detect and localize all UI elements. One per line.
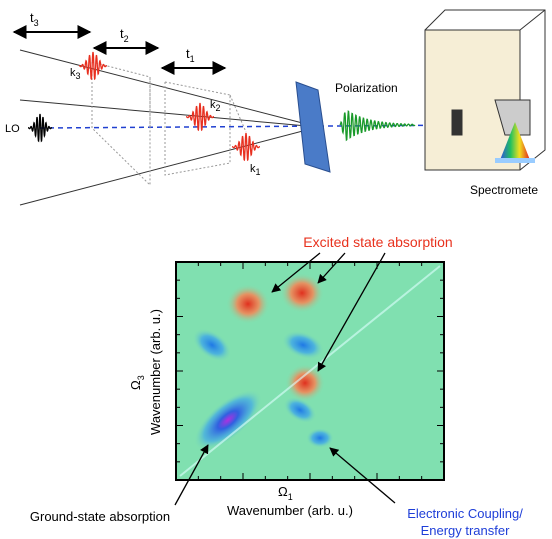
y-symbol: Ω3 [128,375,146,390]
figure: t3 t2 t1 k3 k2 k1 LO Polarization Spectr… [0,0,552,539]
spectrum [176,262,444,480]
beams [20,50,480,205]
x-label: Wavenumber (arb. u.) [227,503,353,518]
sample [296,82,330,172]
delay-label: t3 [30,10,39,28]
pulse [232,133,260,160]
ground-label: Ground-state absorption [30,509,170,524]
signal-label: Polarization [335,81,398,95]
coupling-label: Electronic Coupling/ [407,506,523,521]
pulse-label: k3 [70,67,81,81]
spectrometer [425,10,545,170]
coupling-label: Energy transfer [421,523,511,538]
delay-label: t1 [186,46,195,64]
excited-label: Excited state absorption [303,234,452,250]
lo-label: LO [5,123,20,135]
delay-label: t2 [120,26,129,44]
pulse-label: k1 [250,163,261,177]
signal-wave [340,111,415,140]
detector-label: Spectromete [470,183,538,197]
x-symbol: Ω1 [278,484,293,502]
pulse [79,52,107,79]
y-label: Wavenumber (arb. u.) [148,309,163,435]
